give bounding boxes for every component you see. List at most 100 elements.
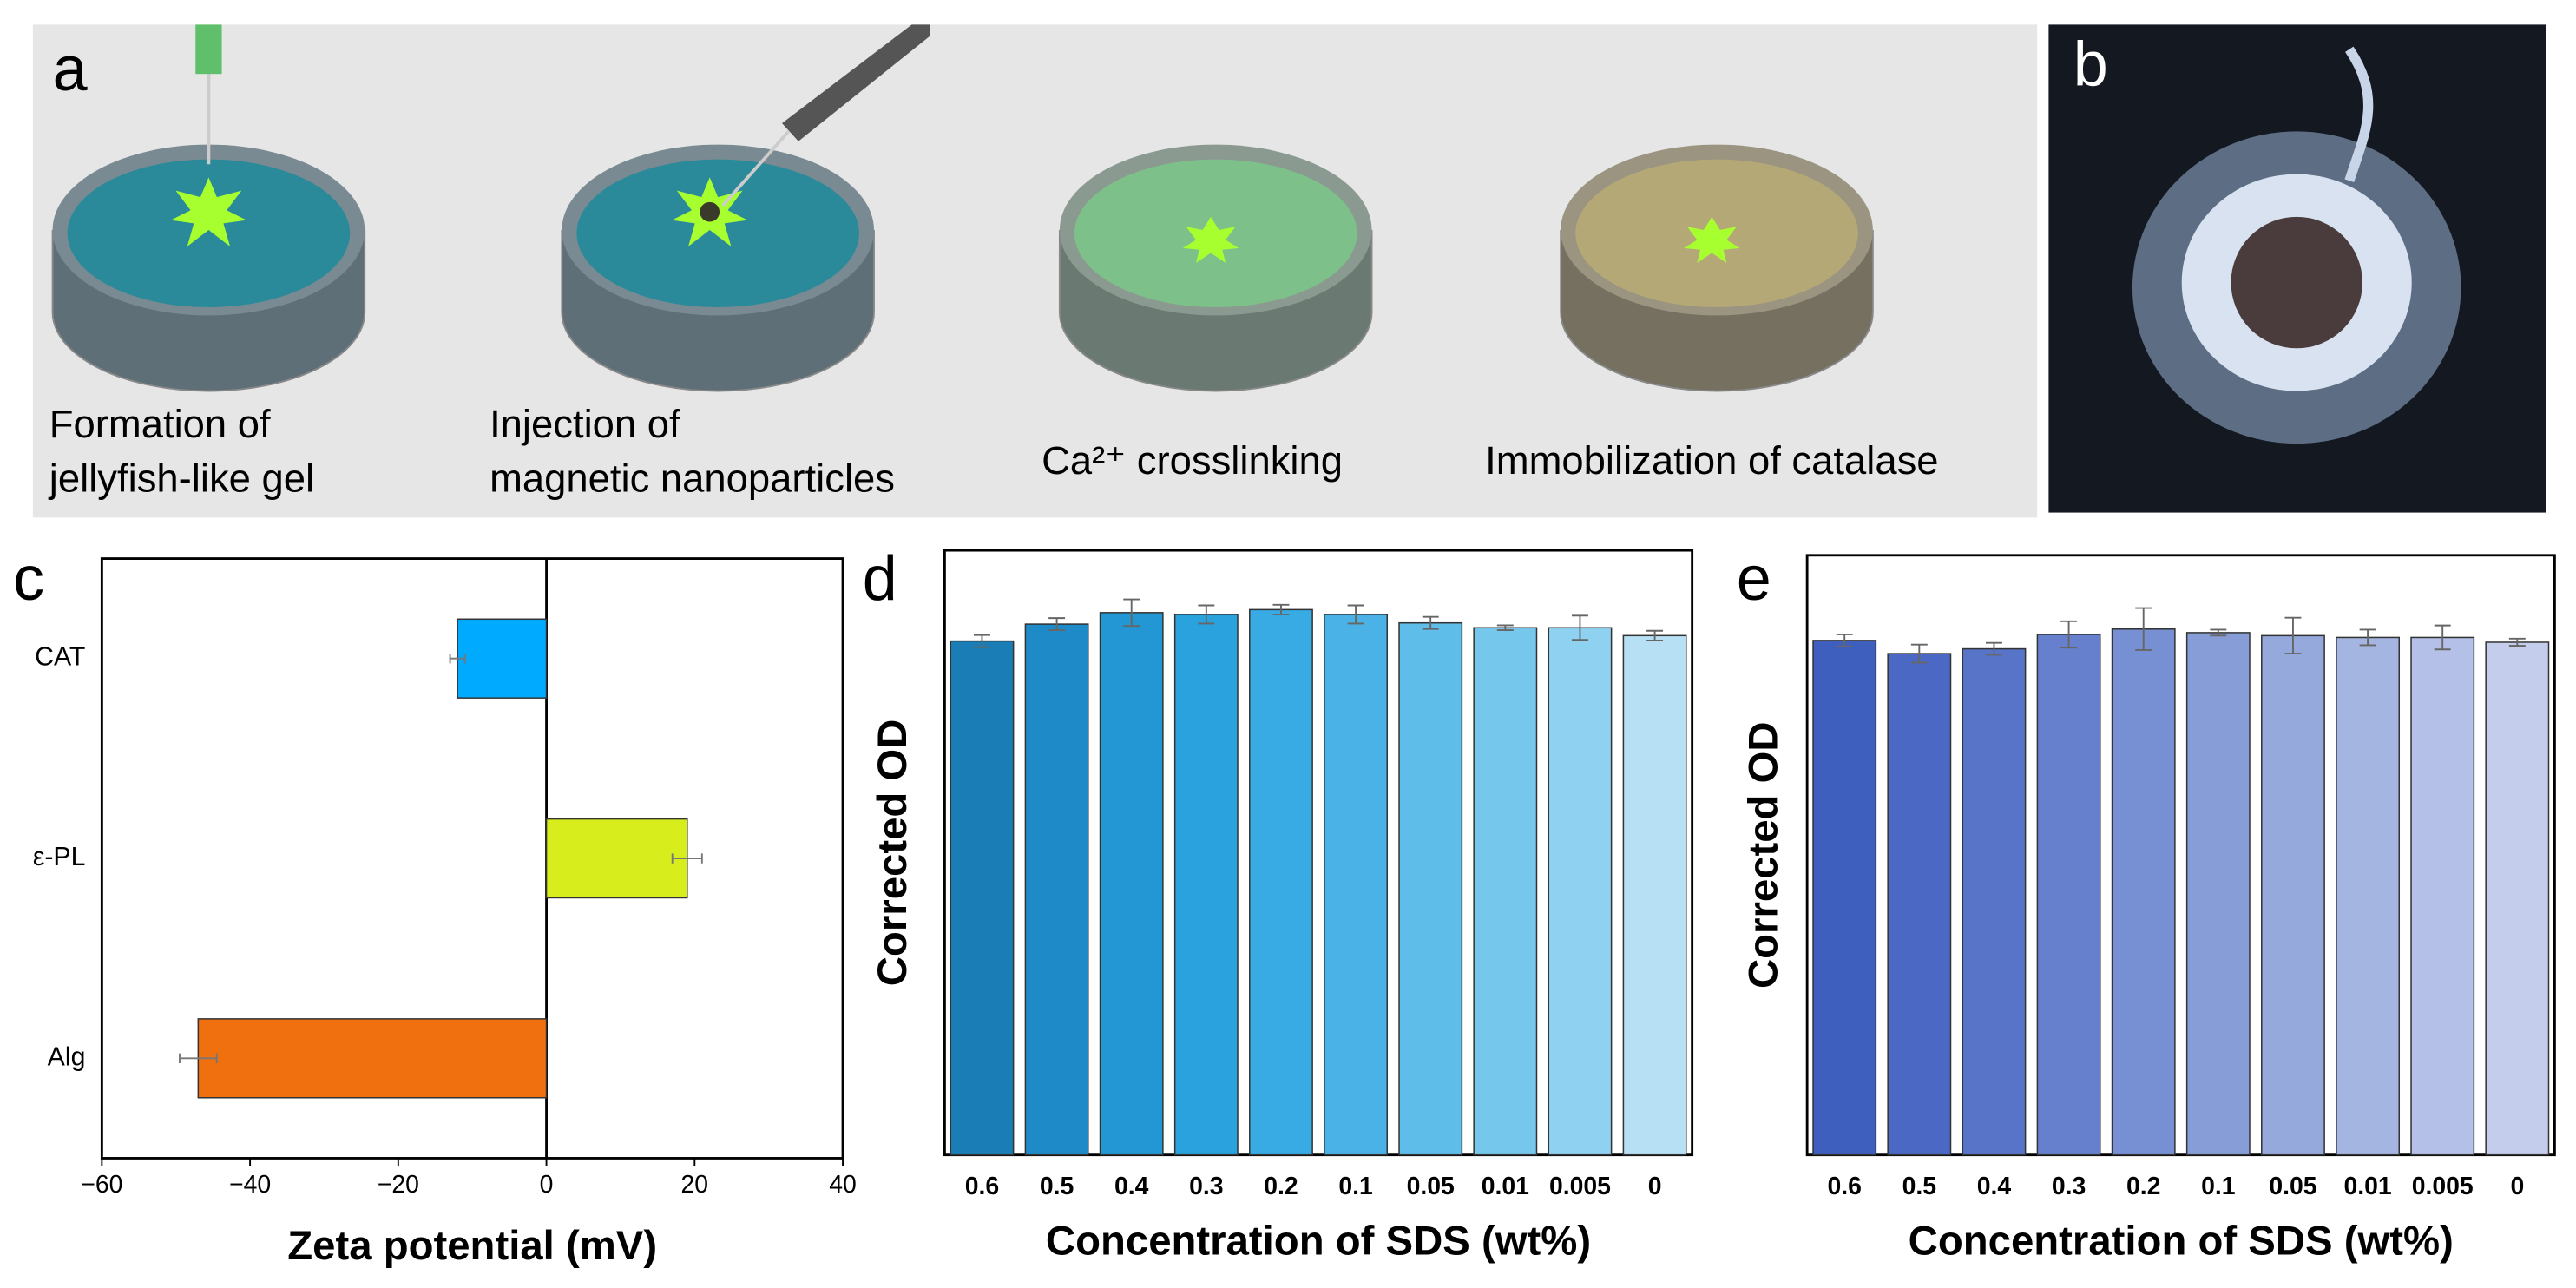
dish-liquid — [67, 159, 351, 307]
error-bar — [671, 853, 703, 864]
step-label: Immobilization of catalase — [1485, 438, 1938, 483]
x-tick-label: 0.5 — [1040, 1173, 1074, 1200]
y-tick-label: CAT — [35, 643, 85, 672]
y-tick-label: ε-PL — [33, 843, 86, 871]
panel-letter: c — [13, 544, 44, 614]
x-tick-label: 0.005 — [1549, 1173, 1611, 1200]
x-tick-label: 20 — [681, 1171, 709, 1199]
bar — [2336, 636, 2401, 1156]
x-tick-label: 0.4 — [1977, 1173, 2012, 1200]
y-axis-title: Corrected OD — [1740, 721, 1786, 989]
x-tick-label: 40 — [829, 1171, 857, 1199]
x-tick-label: −40 — [229, 1171, 271, 1199]
x-axis-title: Zeta potential (mV) — [287, 1223, 657, 1269]
error-bar — [1347, 604, 1364, 625]
panel-letter: e — [1737, 544, 1771, 614]
bar — [2410, 636, 2475, 1156]
bar — [2036, 634, 2101, 1156]
error-bar — [179, 1053, 218, 1063]
y-tick-label: Alg — [48, 1042, 86, 1071]
syringe — [782, 24, 930, 141]
x-tick-label: 0.6 — [1827, 1173, 1861, 1200]
bar — [1249, 608, 1313, 1156]
photo — [2048, 24, 2546, 513]
bar — [545, 818, 688, 899]
dishes — [51, 24, 1874, 392]
x-tick-label: 0 — [540, 1171, 554, 1199]
x-axis-title: Concentration of SDS (wt%) — [1046, 1218, 1591, 1264]
error-bar — [1985, 641, 2002, 656]
bar — [2111, 628, 2176, 1156]
panel-letter: b — [2073, 30, 2108, 100]
step-label: Injection of — [490, 402, 680, 446]
x-tick-label: 0.01 — [1482, 1173, 1529, 1200]
error-bar — [1198, 604, 1215, 625]
error-bar — [1123, 598, 1140, 628]
error-bar — [2284, 616, 2302, 655]
jellyfish-tail — [2344, 46, 2374, 183]
bar — [1398, 621, 1463, 1156]
gel-star — [1182, 216, 1239, 263]
x-tick-label: 0.6 — [965, 1173, 999, 1200]
x-tick-label: 0.05 — [2269, 1173, 2316, 1200]
error-bar — [1422, 615, 1439, 630]
plot-frame — [1805, 554, 2556, 1157]
error-bar — [2434, 624, 2451, 651]
x-tick-label: −20 — [378, 1171, 419, 1199]
bar — [1024, 623, 1089, 1156]
step-label: Formation of — [49, 402, 271, 446]
error-bar — [2135, 607, 2152, 651]
bar — [197, 1018, 548, 1099]
needle — [721, 130, 790, 207]
x-tick-label: 0.3 — [2052, 1173, 2086, 1200]
bar — [2185, 632, 2251, 1156]
bar — [1812, 640, 1877, 1156]
x-tick-label: 0.4 — [1114, 1173, 1149, 1200]
jellyfish-core — [2231, 216, 2362, 349]
panel-letter: a — [53, 35, 88, 104]
gel-star — [1684, 216, 1740, 263]
error-bar — [2060, 620, 2078, 649]
gel-star — [170, 177, 246, 246]
particles — [700, 201, 720, 222]
step-label: magnetic nanoparticles — [490, 457, 895, 501]
bar — [1324, 614, 1389, 1156]
x-tick-label: 0.01 — [2343, 1173, 2391, 1200]
step-label: Ca²⁺ crosslinking — [1042, 438, 1343, 483]
error-bar — [2359, 628, 2376, 647]
error-bar — [1571, 614, 1588, 641]
x-tick-label: 0 — [1648, 1173, 1662, 1200]
bar — [2261, 634, 2325, 1156]
x-tick-label: 0.1 — [2201, 1173, 2235, 1200]
x-tick-label: 0.1 — [1338, 1173, 1372, 1200]
x-tick-label: −60 — [81, 1171, 122, 1199]
error-bar — [449, 654, 466, 664]
bar — [1099, 612, 1164, 1156]
bar — [1548, 627, 1613, 1156]
plot-frame — [100, 557, 844, 1160]
bar — [1473, 627, 1538, 1156]
x-tick-label: 0.005 — [2412, 1173, 2474, 1200]
syringe — [195, 24, 222, 75]
x-tick-label: 0.05 — [1407, 1173, 1455, 1200]
error-bar — [1836, 634, 1853, 647]
bar — [2485, 641, 2550, 1156]
x-axis-title: Concentration of SDS (wt%) — [1909, 1218, 2454, 1264]
panel-letter: d — [863, 544, 897, 614]
error-bar — [1272, 603, 1290, 615]
error-bar — [1048, 617, 1066, 632]
bar — [457, 618, 548, 699]
plot-frame — [943, 549, 1694, 1157]
x-tick-label: 0.2 — [1264, 1173, 1298, 1200]
error-bar — [1646, 629, 1664, 641]
error-bar — [1910, 643, 1928, 664]
x-tick-label: 0.5 — [1902, 1173, 1936, 1200]
x-tick-label: 0.2 — [2126, 1173, 2160, 1200]
y-axis-title: Corrected OD — [870, 720, 916, 987]
error-bar — [2508, 637, 2526, 647]
bar — [1887, 653, 1952, 1156]
x-tick-label: 0.3 — [1189, 1173, 1223, 1200]
bar — [1173, 614, 1239, 1156]
